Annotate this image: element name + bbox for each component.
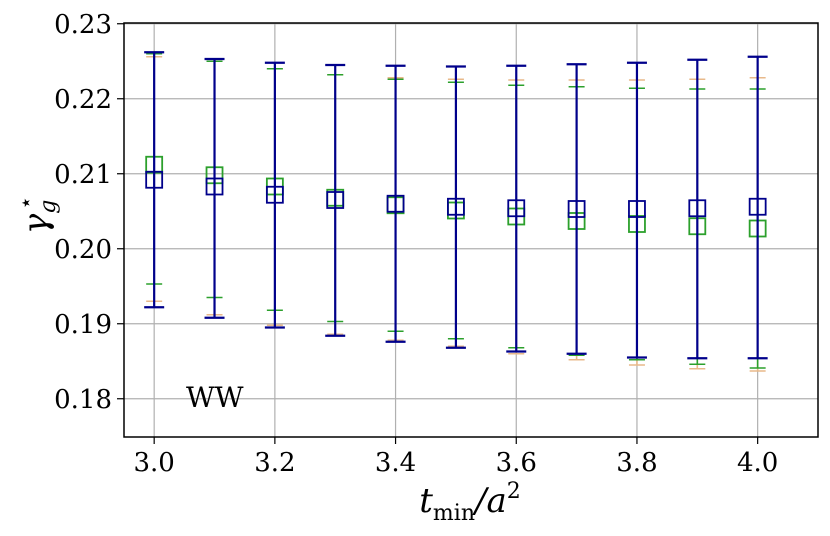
y-tick-label: 0.19 [54, 310, 112, 340]
x-tick-label: 4.0 [737, 448, 778, 478]
x-tick-label: 3.6 [496, 448, 537, 478]
data-point [326, 191, 345, 209]
x-axis-label: tmin/a2 [419, 479, 520, 526]
plot-frame [123, 22, 819, 438]
data-point [265, 185, 284, 204]
data-point [688, 199, 707, 218]
data-point [145, 170, 164, 189]
series-navy [144, 51, 768, 360]
data-point [748, 197, 767, 216]
x-tick-label: 3.2 [254, 448, 295, 478]
data-point [628, 200, 646, 218]
data-point [567, 200, 586, 218]
x-tick-label: 3.4 [375, 448, 416, 478]
annotation-ww: WW [186, 381, 244, 414]
grid [124, 23, 818, 437]
y-axis-label: γg⋆ [14, 196, 61, 234]
y-tick-label: 0.23 [54, 10, 112, 40]
y-tick-label: 0.22 [54, 85, 112, 115]
data-point [507, 199, 526, 218]
x-tick-label: 3.8 [616, 448, 657, 478]
y-tick-label: 0.18 [54, 385, 112, 415]
x-tick-label: 3.0 [133, 448, 174, 478]
data-point [205, 177, 224, 196]
y-tick-label: 0.20 [54, 235, 112, 265]
axis-ticks: 3.0 3.2 3.4 3.6 3.8 4.0 0.18 0.19 0.20 0.21 0.22 0.… [54, 10, 778, 478]
y-tick-label: 0.21 [54, 160, 112, 190]
data-point [447, 197, 465, 216]
series-layer [144, 51, 768, 372]
data-point [386, 194, 405, 213]
